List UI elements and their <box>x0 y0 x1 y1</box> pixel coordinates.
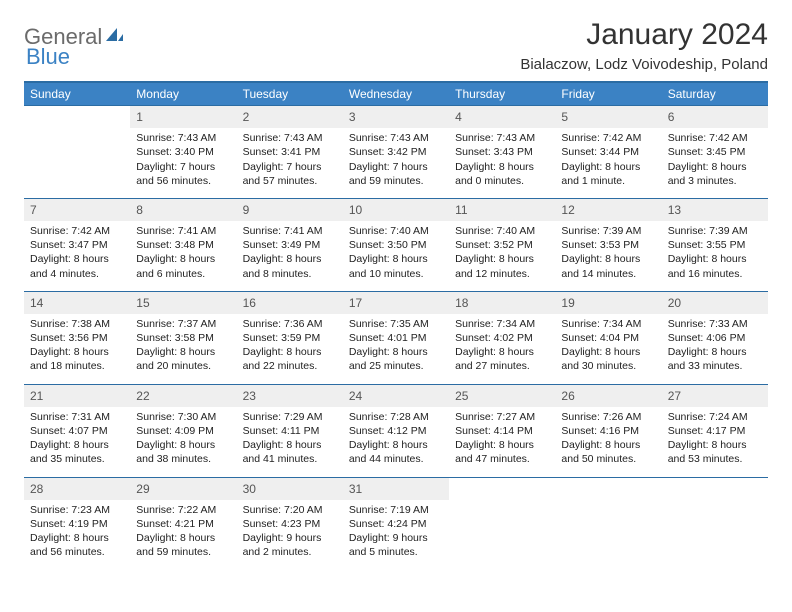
day-info-row: Sunrise: 7:31 AMSunset: 4:07 PMDaylight:… <box>24 407 768 477</box>
day-number: 4 <box>449 106 555 129</box>
day-number: 3 <box>343 106 449 129</box>
calendar-table: Sunday Monday Tuesday Wednesday Thursday… <box>24 81 768 569</box>
day-number: 1 <box>130 106 236 129</box>
day-number: 12 <box>555 198 661 221</box>
day-number: 17 <box>343 291 449 314</box>
location: Bialaczow, Lodz Voivodeship, Poland <box>520 56 768 73</box>
day-number: 13 <box>662 198 768 221</box>
day-number: 14 <box>24 291 130 314</box>
day-number-row: 21222324252627 <box>24 384 768 407</box>
day-info-row: Sunrise: 7:42 AMSunset: 3:47 PMDaylight:… <box>24 221 768 291</box>
day-number: 25 <box>449 384 555 407</box>
day-number: 27 <box>662 384 768 407</box>
day-number: 21 <box>24 384 130 407</box>
weekday-header-row: Sunday Monday Tuesday Wednesday Thursday… <box>24 82 768 106</box>
day-info-row: Sunrise: 7:38 AMSunset: 3:56 PMDaylight:… <box>24 314 768 384</box>
day-number: 5 <box>555 106 661 129</box>
day-cell: Sunrise: 7:43 AMSunset: 3:41 PMDaylight:… <box>237 128 343 198</box>
day-cell: Sunrise: 7:43 AMSunset: 3:43 PMDaylight:… <box>449 128 555 198</box>
day-info-row: Sunrise: 7:43 AMSunset: 3:40 PMDaylight:… <box>24 128 768 198</box>
day-cell: Sunrise: 7:37 AMSunset: 3:58 PMDaylight:… <box>130 314 236 384</box>
day-number: 8 <box>130 198 236 221</box>
day-cell: Sunrise: 7:24 AMSunset: 4:17 PMDaylight:… <box>662 407 768 477</box>
day-cell: Sunrise: 7:43 AMSunset: 3:42 PMDaylight:… <box>343 128 449 198</box>
day-cell <box>555 500 661 570</box>
day-number <box>24 106 130 129</box>
day-cell: Sunrise: 7:43 AMSunset: 3:40 PMDaylight:… <box>130 128 236 198</box>
calendar-page: General January 2024 Bialaczow, Lodz Voi… <box>0 0 792 587</box>
weekday-header: Thursday <box>449 82 555 106</box>
day-number: 30 <box>237 477 343 500</box>
day-cell: Sunrise: 7:31 AMSunset: 4:07 PMDaylight:… <box>24 407 130 477</box>
day-cell: Sunrise: 7:35 AMSunset: 4:01 PMDaylight:… <box>343 314 449 384</box>
day-number: 2 <box>237 106 343 129</box>
page-title: January 2024 <box>520 18 768 52</box>
day-cell: Sunrise: 7:23 AMSunset: 4:19 PMDaylight:… <box>24 500 130 570</box>
weekday-header: Sunday <box>24 82 130 106</box>
day-cell: Sunrise: 7:27 AMSunset: 4:14 PMDaylight:… <box>449 407 555 477</box>
day-cell: Sunrise: 7:42 AMSunset: 3:44 PMDaylight:… <box>555 128 661 198</box>
day-number: 31 <box>343 477 449 500</box>
day-number: 10 <box>343 198 449 221</box>
day-number: 26 <box>555 384 661 407</box>
day-cell: Sunrise: 7:22 AMSunset: 4:21 PMDaylight:… <box>130 500 236 570</box>
day-cell: Sunrise: 7:38 AMSunset: 3:56 PMDaylight:… <box>24 314 130 384</box>
day-number-row: 28293031 <box>24 477 768 500</box>
day-cell: Sunrise: 7:41 AMSunset: 3:49 PMDaylight:… <box>237 221 343 291</box>
weekday-header: Tuesday <box>237 82 343 106</box>
day-cell: Sunrise: 7:30 AMSunset: 4:09 PMDaylight:… <box>130 407 236 477</box>
weekday-header: Monday <box>130 82 236 106</box>
day-cell: Sunrise: 7:41 AMSunset: 3:48 PMDaylight:… <box>130 221 236 291</box>
day-cell: Sunrise: 7:39 AMSunset: 3:53 PMDaylight:… <box>555 221 661 291</box>
day-cell <box>24 128 130 198</box>
day-cell: Sunrise: 7:42 AMSunset: 3:47 PMDaylight:… <box>24 221 130 291</box>
day-cell: Sunrise: 7:40 AMSunset: 3:50 PMDaylight:… <box>343 221 449 291</box>
day-cell: Sunrise: 7:28 AMSunset: 4:12 PMDaylight:… <box>343 407 449 477</box>
day-number: 29 <box>130 477 236 500</box>
day-number: 6 <box>662 106 768 129</box>
day-cell: Sunrise: 7:19 AMSunset: 4:24 PMDaylight:… <box>343 500 449 570</box>
day-number: 16 <box>237 291 343 314</box>
day-cell: Sunrise: 7:40 AMSunset: 3:52 PMDaylight:… <box>449 221 555 291</box>
day-number <box>662 477 768 500</box>
logo-text-blue: Blue <box>26 44 70 69</box>
day-number: 11 <box>449 198 555 221</box>
day-number: 15 <box>130 291 236 314</box>
day-cell: Sunrise: 7:29 AMSunset: 4:11 PMDaylight:… <box>237 407 343 477</box>
day-cell: Sunrise: 7:34 AMSunset: 4:02 PMDaylight:… <box>449 314 555 384</box>
title-block: January 2024 Bialaczow, Lodz Voivodeship… <box>520 18 768 73</box>
day-cell: Sunrise: 7:33 AMSunset: 4:06 PMDaylight:… <box>662 314 768 384</box>
day-number: 28 <box>24 477 130 500</box>
day-number-row: 123456 <box>24 106 768 129</box>
day-number: 19 <box>555 291 661 314</box>
day-number: 24 <box>343 384 449 407</box>
day-number: 9 <box>237 198 343 221</box>
day-number: 23 <box>237 384 343 407</box>
day-cell: Sunrise: 7:36 AMSunset: 3:59 PMDaylight:… <box>237 314 343 384</box>
day-number-row: 78910111213 <box>24 198 768 221</box>
day-number: 7 <box>24 198 130 221</box>
day-cell <box>449 500 555 570</box>
day-number-row: 14151617181920 <box>24 291 768 314</box>
day-cell: Sunrise: 7:39 AMSunset: 3:55 PMDaylight:… <box>662 221 768 291</box>
day-info-row: Sunrise: 7:23 AMSunset: 4:19 PMDaylight:… <box>24 500 768 570</box>
day-number: 20 <box>662 291 768 314</box>
day-number: 18 <box>449 291 555 314</box>
day-number <box>449 477 555 500</box>
day-number: 22 <box>130 384 236 407</box>
day-cell: Sunrise: 7:26 AMSunset: 4:16 PMDaylight:… <box>555 407 661 477</box>
weekday-header: Wednesday <box>343 82 449 106</box>
day-cell: Sunrise: 7:42 AMSunset: 3:45 PMDaylight:… <box>662 128 768 198</box>
day-number <box>555 477 661 500</box>
weekday-header: Friday <box>555 82 661 106</box>
day-cell: Sunrise: 7:20 AMSunset: 4:23 PMDaylight:… <box>237 500 343 570</box>
header: General January 2024 Bialaczow, Lodz Voi… <box>24 18 768 73</box>
day-cell <box>662 500 768 570</box>
logo-sail-icon <box>104 25 124 50</box>
day-cell: Sunrise: 7:34 AMSunset: 4:04 PMDaylight:… <box>555 314 661 384</box>
weekday-header: Saturday <box>662 82 768 106</box>
